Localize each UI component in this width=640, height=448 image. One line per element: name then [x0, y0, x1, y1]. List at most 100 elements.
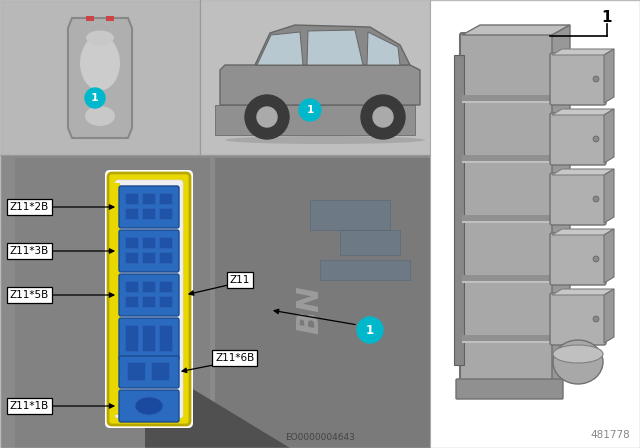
- Circle shape: [593, 196, 599, 202]
- Ellipse shape: [86, 30, 114, 46]
- Text: BN: BN: [296, 286, 324, 334]
- Circle shape: [593, 136, 599, 142]
- Polygon shape: [552, 109, 614, 115]
- FancyBboxPatch shape: [456, 379, 563, 399]
- Text: 481778: 481778: [590, 430, 630, 440]
- Bar: [142, 208, 155, 219]
- Bar: [159, 325, 172, 351]
- Bar: [142, 296, 155, 307]
- FancyBboxPatch shape: [119, 390, 179, 422]
- Bar: [462, 155, 552, 161]
- Bar: [159, 237, 172, 248]
- Bar: [142, 281, 155, 292]
- Bar: [142, 252, 155, 263]
- Circle shape: [373, 107, 393, 127]
- Circle shape: [593, 76, 599, 82]
- Text: Z11*1B: Z11*1B: [10, 401, 49, 411]
- Bar: [462, 221, 552, 223]
- Circle shape: [85, 88, 105, 108]
- FancyBboxPatch shape: [119, 230, 179, 272]
- Bar: [159, 281, 172, 292]
- Polygon shape: [552, 229, 614, 235]
- Text: 1: 1: [91, 93, 99, 103]
- FancyBboxPatch shape: [105, 170, 193, 428]
- Polygon shape: [307, 30, 363, 65]
- Bar: [106, 16, 114, 21]
- Circle shape: [361, 95, 405, 139]
- Circle shape: [299, 99, 321, 121]
- FancyBboxPatch shape: [460, 33, 554, 387]
- Bar: [15, 158, 210, 448]
- Ellipse shape: [80, 35, 120, 90]
- Bar: [462, 215, 552, 221]
- Ellipse shape: [553, 340, 603, 384]
- FancyBboxPatch shape: [550, 233, 606, 285]
- Polygon shape: [604, 169, 614, 223]
- FancyBboxPatch shape: [550, 173, 606, 225]
- FancyBboxPatch shape: [115, 180, 183, 418]
- FancyBboxPatch shape: [119, 356, 179, 388]
- Polygon shape: [255, 25, 410, 65]
- Bar: [320, 260, 410, 280]
- Text: 1: 1: [366, 323, 374, 336]
- Bar: [462, 281, 552, 283]
- Bar: [462, 101, 552, 103]
- Bar: [430, 0, 640, 448]
- Bar: [125, 281, 138, 292]
- Text: Z11*6B: Z11*6B: [215, 353, 254, 363]
- FancyBboxPatch shape: [119, 186, 179, 228]
- Text: 1: 1: [602, 10, 612, 26]
- Bar: [159, 252, 172, 263]
- Polygon shape: [215, 158, 430, 448]
- FancyBboxPatch shape: [550, 293, 606, 345]
- FancyBboxPatch shape: [550, 113, 606, 165]
- Bar: [142, 237, 155, 248]
- Bar: [200, 0, 430, 155]
- Bar: [462, 341, 552, 343]
- Circle shape: [257, 107, 277, 127]
- Text: Z11*2B: Z11*2B: [10, 202, 49, 212]
- Text: Z11*3B: Z11*3B: [10, 246, 49, 256]
- Bar: [142, 325, 155, 351]
- Bar: [462, 335, 552, 341]
- FancyBboxPatch shape: [550, 53, 606, 105]
- Bar: [125, 296, 138, 307]
- Bar: [125, 325, 138, 351]
- Bar: [340, 230, 400, 255]
- Bar: [462, 161, 552, 163]
- Bar: [0, 155, 430, 448]
- Bar: [86, 16, 94, 21]
- Polygon shape: [462, 25, 570, 35]
- FancyBboxPatch shape: [119, 318, 179, 360]
- Ellipse shape: [135, 397, 163, 415]
- Polygon shape: [367, 32, 400, 65]
- Ellipse shape: [553, 345, 603, 363]
- Polygon shape: [552, 49, 614, 55]
- Polygon shape: [552, 169, 614, 175]
- Polygon shape: [145, 360, 290, 448]
- Circle shape: [245, 95, 289, 139]
- Bar: [462, 95, 552, 101]
- Bar: [110, 183, 120, 415]
- Bar: [125, 208, 138, 219]
- FancyBboxPatch shape: [108, 173, 190, 425]
- Bar: [125, 252, 138, 263]
- Polygon shape: [604, 49, 614, 103]
- Text: Z11: Z11: [230, 275, 250, 285]
- Polygon shape: [552, 289, 614, 295]
- Polygon shape: [257, 32, 303, 65]
- Polygon shape: [220, 65, 420, 105]
- Bar: [159, 193, 172, 204]
- Bar: [151, 362, 169, 380]
- Bar: [0, 0, 200, 155]
- Bar: [159, 208, 172, 219]
- Bar: [454, 55, 464, 365]
- Ellipse shape: [225, 136, 425, 144]
- Bar: [215, 105, 415, 135]
- Polygon shape: [552, 25, 570, 385]
- Polygon shape: [68, 18, 132, 138]
- Ellipse shape: [85, 106, 115, 126]
- FancyBboxPatch shape: [119, 274, 179, 316]
- Polygon shape: [604, 289, 614, 343]
- Bar: [127, 362, 145, 380]
